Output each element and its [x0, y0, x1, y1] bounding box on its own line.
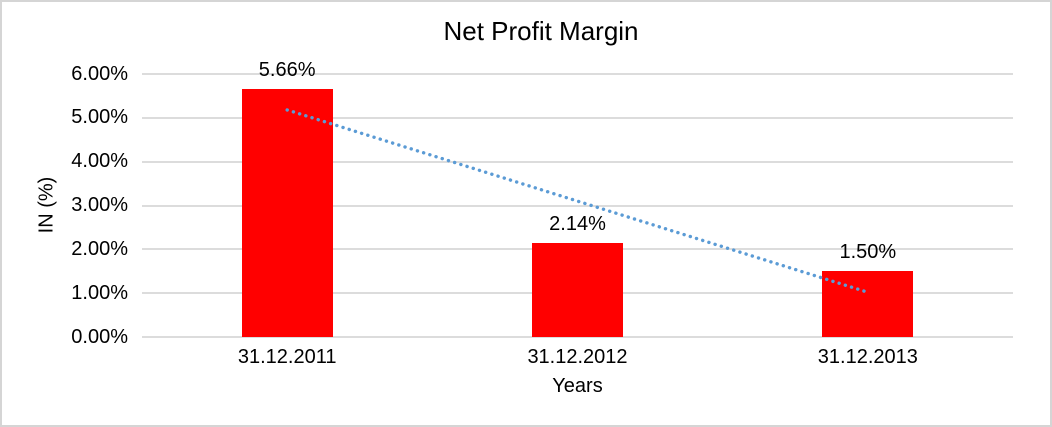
gridline	[142, 336, 1013, 338]
y-tick-label: 4.00%	[71, 150, 128, 173]
x-tick-label: 31.12.2013	[817, 346, 918, 368]
x-tick-label: 31.12.2012	[527, 346, 628, 368]
gridline	[142, 73, 1013, 75]
bar-value-label: 2.14%	[549, 213, 606, 236]
x-axis-title: Years	[552, 375, 603, 397]
bar-value-label: 1.50%	[839, 241, 897, 264]
bar-31.12.2011	[241, 88, 333, 337]
bar-31.12.2013	[822, 271, 914, 337]
y-tick-label: 6.00%	[71, 62, 128, 85]
y-tick-label: 1.00%	[71, 281, 128, 304]
y-tick-label: 2.00%	[71, 237, 128, 260]
y-tick-label: 5.00%	[71, 106, 128, 129]
y-tick-label: 3.00%	[71, 194, 128, 216]
x-tick-label: 31.12.2011	[237, 346, 337, 368]
y-tick-label: 0.00%	[71, 325, 128, 348]
bar-value-label: 5.66%	[258, 58, 316, 81]
chart-title: Net Profit Margin	[443, 16, 639, 46]
bar-31.12.2012	[532, 243, 623, 337]
